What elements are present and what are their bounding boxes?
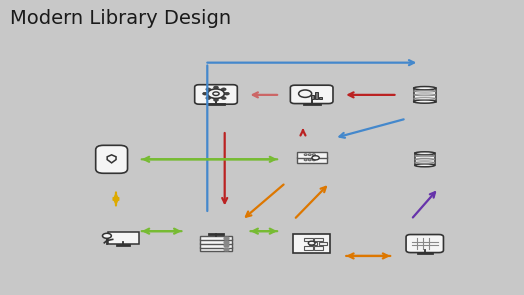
Bar [319,97,322,99]
FancyBboxPatch shape [195,85,237,104]
Circle shape [208,89,224,99]
Circle shape [214,86,219,89]
Circle shape [222,97,226,99]
FancyBboxPatch shape [200,239,232,244]
Bar [319,242,328,245]
FancyBboxPatch shape [108,232,139,244]
Bar [304,238,313,241]
Bar [304,247,313,250]
FancyBboxPatch shape [406,235,443,253]
Bar [314,247,323,250]
FancyBboxPatch shape [293,235,330,253]
Bar [415,153,435,165]
Circle shape [312,156,319,160]
Circle shape [312,159,315,161]
Bar [314,238,323,241]
Circle shape [308,159,311,161]
Circle shape [225,92,230,95]
FancyBboxPatch shape [200,243,232,248]
FancyBboxPatch shape [297,157,326,163]
Bar [413,88,436,101]
FancyBboxPatch shape [96,145,127,173]
Ellipse shape [413,86,436,90]
Bar [315,93,318,99]
Circle shape [103,233,112,238]
Bar [309,242,318,245]
Text: Modern Library Design: Modern Library Design [10,9,232,28]
Ellipse shape [415,152,435,155]
Ellipse shape [413,100,436,103]
Circle shape [312,154,315,155]
Circle shape [206,88,211,91]
Circle shape [213,92,219,96]
Polygon shape [107,155,116,163]
Circle shape [214,99,219,101]
FancyBboxPatch shape [297,152,326,158]
Bar [311,95,314,99]
Circle shape [222,88,226,91]
Circle shape [206,97,211,99]
Circle shape [308,154,311,155]
Ellipse shape [415,164,435,167]
FancyBboxPatch shape [200,247,232,251]
Circle shape [299,90,312,97]
Circle shape [203,92,208,95]
Circle shape [304,159,307,161]
Circle shape [308,241,315,245]
Circle shape [304,154,307,155]
FancyBboxPatch shape [200,236,232,240]
FancyBboxPatch shape [290,85,333,104]
